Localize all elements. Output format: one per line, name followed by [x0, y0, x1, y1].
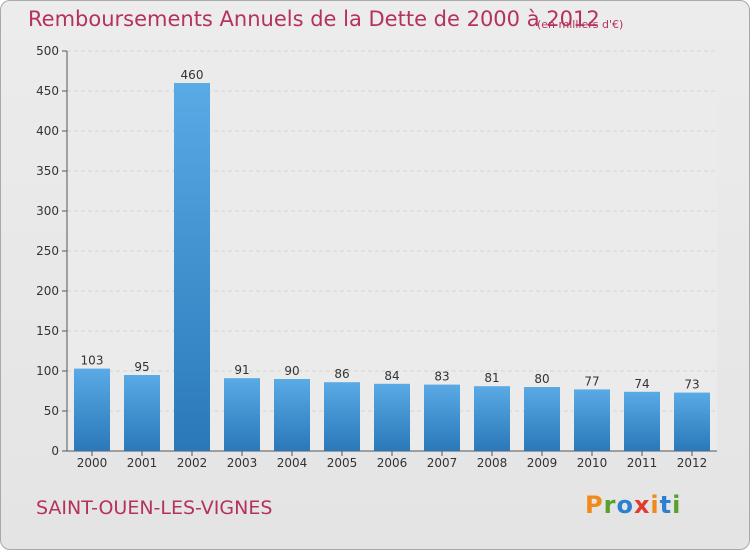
x-tick-label: 2005	[327, 456, 358, 470]
bar-value-label: 80	[534, 372, 549, 386]
x-tick-label: 2007	[427, 456, 458, 470]
bar-value-label: 90	[284, 364, 299, 378]
logo-letter: x	[633, 491, 651, 519]
bar	[224, 378, 260, 451]
bar	[374, 383, 410, 451]
bar	[574, 389, 610, 451]
x-tick-label: 2010	[577, 456, 608, 470]
y-tick-label: 250	[36, 244, 59, 258]
bar-value-label: 91	[234, 363, 249, 377]
x-tick-label: 2012	[677, 456, 708, 470]
bar-value-label: 86	[334, 367, 349, 381]
bar	[124, 375, 160, 451]
x-tick-label: 2000	[77, 456, 108, 470]
bar	[424, 384, 460, 451]
y-tick-label: 350	[36, 164, 59, 178]
logo-letter: t	[659, 491, 673, 519]
chart-title: Remboursements Annuels de la Dette de 20…	[28, 7, 600, 31]
bar-value-label: 83	[434, 370, 449, 384]
x-tick-label: 2011	[627, 456, 658, 470]
x-tick-label: 2001	[127, 456, 158, 470]
y-tick-label: 300	[36, 204, 59, 218]
bar	[624, 391, 660, 451]
bar	[324, 382, 360, 451]
y-tick-label: 100	[36, 364, 59, 378]
bar	[274, 379, 310, 451]
x-tick-label: 2008	[477, 456, 508, 470]
x-tick-label: 2006	[377, 456, 408, 470]
bar-value-label: 74	[634, 377, 649, 391]
bar-value-label: 84	[384, 369, 399, 383]
logo-letter: P	[585, 491, 604, 519]
logo-letter: i	[672, 491, 682, 519]
bar-value-label: 460	[181, 68, 204, 82]
x-tick-label: 2004	[277, 456, 308, 470]
bar	[674, 392, 710, 451]
proxiti-logo: Proxiti	[585, 491, 681, 519]
y-tick-label: 50	[44, 404, 59, 418]
bar-value-label: 103	[81, 354, 104, 368]
bar-value-label: 77	[584, 374, 599, 388]
x-tick-label: 2009	[527, 456, 558, 470]
logo-letter: r	[603, 491, 617, 519]
y-tick-label: 450	[36, 84, 59, 98]
logo-letter: o	[616, 491, 634, 519]
x-tick-label: 2003	[227, 456, 258, 470]
y-tick-label: 150	[36, 324, 59, 338]
y-tick-label: 400	[36, 124, 59, 138]
bar	[174, 83, 210, 451]
bar-value-label: 73	[684, 378, 699, 392]
y-tick-label: 200	[36, 284, 59, 298]
bar-value-label: 81	[484, 371, 499, 385]
bar	[524, 387, 560, 451]
bar-value-label: 95	[134, 360, 149, 374]
bar	[474, 386, 510, 451]
y-tick-label: 500	[36, 44, 59, 58]
bar	[74, 368, 110, 451]
y-tick-label: 0	[51, 444, 59, 458]
chart-subtitle: (en milliers d'€)	[537, 18, 624, 31]
x-tick-label: 2002	[177, 456, 208, 470]
commune-name: SAINT-OUEN-LES-VIGNES	[36, 497, 273, 519]
logo-letter: i	[650, 491, 660, 519]
